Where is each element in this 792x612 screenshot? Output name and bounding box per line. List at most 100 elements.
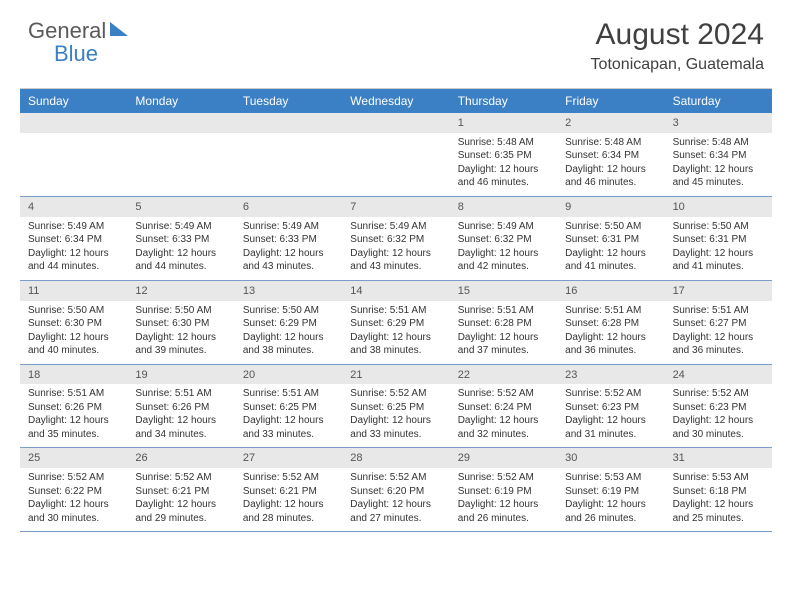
sunset-line: Sunset: 6:21 PM xyxy=(243,485,334,499)
page-title: August 2024 xyxy=(591,18,764,52)
sunset-line: Sunset: 6:34 PM xyxy=(28,233,119,247)
sunrise-line: Sunrise: 5:50 AM xyxy=(28,304,119,318)
day-details: Sunrise: 5:49 AMSunset: 6:33 PMDaylight:… xyxy=(127,217,234,280)
brand-part2: Blue xyxy=(54,41,98,67)
sunset-line: Sunset: 6:28 PM xyxy=(458,317,549,331)
calendar-week-row: 1 Sunrise: 5:48 AM Sunset: 6:35 PMDaylight… xyxy=(20,113,772,197)
sunrise-line: Sunrise: 5:50 AM xyxy=(243,304,334,318)
sunset-line: Sunset: 6:35 PM xyxy=(458,149,549,163)
daylight-line: Daylight: 12 hours and 42 minutes. xyxy=(458,247,549,274)
day-details: Sunrise: 5:52 AMSunset: 6:24 PMDaylight:… xyxy=(450,384,557,447)
sunset-line: Sunset: 6:30 PM xyxy=(135,317,226,331)
day-number: 20 xyxy=(235,365,342,385)
day-details: Sunrise: 5:49 AMSunset: 6:32 PMDaylight:… xyxy=(342,217,449,280)
calendar-week-row: 25Sunrise: 5:52 AMSunset: 6:22 PMDayligh… xyxy=(20,448,772,532)
daylight-line: Daylight: 12 hours and 34 minutes. xyxy=(135,414,226,441)
calendar-cell: 9Sunrise: 5:50 AMSunset: 6:31 PMDaylight… xyxy=(557,197,664,280)
sunrise-line: Sunrise: 5:51 AM xyxy=(243,387,334,401)
daylight-line: Daylight: 12 hours and 27 minutes. xyxy=(350,498,441,525)
day-details: Sunrise: 5:51 AMSunset: 6:28 PMDaylight:… xyxy=(557,301,664,364)
daylight-line: Daylight: 12 hours and 44 minutes. xyxy=(28,247,119,274)
calendar-header-row: SundayMondayTuesdayWednesdayThursdayFrid… xyxy=(20,89,772,113)
sunrise-line: Sunrise: 5:53 AM xyxy=(565,471,656,485)
calendar-header-cell: Thursday xyxy=(450,89,557,113)
sunrise-line: Sunrise: 5:52 AM xyxy=(135,471,226,485)
calendar-cell xyxy=(127,113,234,196)
calendar-header-cell: Wednesday xyxy=(342,89,449,113)
daylight-line: Daylight: 12 hours and 44 minutes. xyxy=(135,247,226,274)
calendar-cell: 1Sunrise: 5:48 AMSunset: 6:35 PMDaylight… xyxy=(450,113,557,196)
day-details: Sunrise: 5:52 AMSunset: 6:23 PMDaylight:… xyxy=(665,384,772,447)
daylight-line: Daylight: 12 hours and 33 minutes. xyxy=(243,414,334,441)
calendar-cell: 14Sunrise: 5:51 AMSunset: 6:29 PMDayligh… xyxy=(342,281,449,364)
day-number: 13 xyxy=(235,281,342,301)
daylight-line: Daylight: 12 hours and 30 minutes. xyxy=(673,414,764,441)
sunset-line: Sunset: 6:29 PM xyxy=(350,317,441,331)
day-number: 2 xyxy=(557,113,664,133)
sunrise-line: Sunrise: 5:49 AM xyxy=(458,220,549,234)
calendar-cell xyxy=(235,113,342,196)
sunrise-line: Sunrise: 5:51 AM xyxy=(28,387,119,401)
day-number: 27 xyxy=(235,448,342,468)
calendar-cell: 17Sunrise: 5:51 AMSunset: 6:27 PMDayligh… xyxy=(665,281,772,364)
calendar-cell: 16Sunrise: 5:51 AMSunset: 6:28 PMDayligh… xyxy=(557,281,664,364)
calendar-week-row: 11Sunrise: 5:50 AMSunset: 6:30 PMDayligh… xyxy=(20,281,772,365)
sunset-line: Sunset: 6:29 PM xyxy=(243,317,334,331)
calendar-cell: 2Sunrise: 5:48 AMSunset: 6:34 PMDaylight… xyxy=(557,113,664,196)
calendar-cell: 22Sunrise: 5:52 AMSunset: 6:24 PMDayligh… xyxy=(450,365,557,448)
day-number: 3 xyxy=(665,113,772,133)
calendar-cell: 19Sunrise: 5:51 AMSunset: 6:26 PMDayligh… xyxy=(127,365,234,448)
calendar-cell: 6Sunrise: 5:49 AMSunset: 6:33 PMDaylight… xyxy=(235,197,342,280)
daylight-line: Daylight: 12 hours and 33 minutes. xyxy=(350,414,441,441)
sunset-line: Sunset: 6:20 PM xyxy=(350,485,441,499)
daylight-line: Daylight: 12 hours and 28 minutes. xyxy=(243,498,334,525)
calendar-cell: 27Sunrise: 5:52 AMSunset: 6:21 PMDayligh… xyxy=(235,448,342,531)
day-details: Sunrise: 5:50 AMSunset: 6:31 PMDaylight:… xyxy=(665,217,772,280)
sunset-line: Sunset: 6:27 PM xyxy=(673,317,764,331)
daylight-line: Daylight: 12 hours and 41 minutes. xyxy=(565,247,656,274)
sunrise-line: Sunrise: 5:51 AM xyxy=(350,304,441,318)
sunset-line: Sunset: 6:22 PM xyxy=(28,485,119,499)
day-details: Sunrise: 5:51 AMSunset: 6:28 PMDaylight:… xyxy=(450,301,557,364)
day-details: Sunrise: 5:52 AMSunset: 6:22 PMDaylight:… xyxy=(20,468,127,531)
daylight-line: Daylight: 12 hours and 29 minutes. xyxy=(135,498,226,525)
daylight-line: Daylight: 12 hours and 41 minutes. xyxy=(673,247,764,274)
day-number: 1 xyxy=(450,113,557,133)
calendar-cell: 29Sunrise: 5:52 AMSunset: 6:19 PMDayligh… xyxy=(450,448,557,531)
day-details: Sunrise: 5:52 AMSunset: 6:21 PMDaylight:… xyxy=(235,468,342,531)
day-number: 24 xyxy=(665,365,772,385)
day-details: Sunrise: 5:52 AMSunset: 6:20 PMDaylight:… xyxy=(342,468,449,531)
sunset-line: Sunset: 6:31 PM xyxy=(673,233,764,247)
daylight-line: Daylight: 12 hours and 46 minutes. xyxy=(458,163,549,190)
calendar-cell: 28Sunrise: 5:52 AMSunset: 6:20 PMDayligh… xyxy=(342,448,449,531)
day-number: 8 xyxy=(450,197,557,217)
day-details: Sunrise: 5:51 AMSunset: 6:25 PMDaylight:… xyxy=(235,384,342,447)
calendar-header-cell: Sunday xyxy=(20,89,127,113)
sunset-line: Sunset: 6:26 PM xyxy=(28,401,119,415)
day-number: 25 xyxy=(20,448,127,468)
sunrise-line: Sunrise: 5:52 AM xyxy=(565,387,656,401)
sunrise-line: Sunrise: 5:52 AM xyxy=(458,387,549,401)
sunset-line: Sunset: 6:31 PM xyxy=(565,233,656,247)
sunset-line: Sunset: 6:30 PM xyxy=(28,317,119,331)
calendar-cell: 5Sunrise: 5:49 AMSunset: 6:33 PMDaylight… xyxy=(127,197,234,280)
sunset-line: Sunset: 6:18 PM xyxy=(673,485,764,499)
day-number: 18 xyxy=(20,365,127,385)
day-number: 26 xyxy=(127,448,234,468)
daylight-line: Daylight: 12 hours and 26 minutes. xyxy=(565,498,656,525)
day-details: Sunrise: 5:49 AMSunset: 6:33 PMDaylight:… xyxy=(235,217,342,280)
sunset-line: Sunset: 6:34 PM xyxy=(673,149,764,163)
daylight-line: Daylight: 12 hours and 26 minutes. xyxy=(458,498,549,525)
calendar-cell: 25Sunrise: 5:52 AMSunset: 6:22 PMDayligh… xyxy=(20,448,127,531)
sunrise-line: Sunrise: 5:48 AM xyxy=(673,136,764,150)
calendar-cell: 10Sunrise: 5:50 AMSunset: 6:31 PMDayligh… xyxy=(665,197,772,280)
page-header: General August 2024 Totonicapan, Guatema… xyxy=(0,0,792,82)
calendar-body: 1Sunrise: 5:48 AMSunset: 6:35 PMDaylight… xyxy=(20,113,772,532)
sunrise-line: Sunrise: 5:49 AM xyxy=(243,220,334,234)
day-details xyxy=(342,133,449,191)
day-details: Sunrise: 5:51 AMSunset: 6:26 PMDaylight:… xyxy=(20,384,127,447)
calendar-cell: 23Sunrise: 5:52 AMSunset: 6:23 PMDayligh… xyxy=(557,365,664,448)
sunset-line: Sunset: 6:33 PM xyxy=(135,233,226,247)
day-details: Sunrise: 5:53 AMSunset: 6:18 PMDaylight:… xyxy=(665,468,772,531)
calendar-header-cell: Friday xyxy=(557,89,664,113)
